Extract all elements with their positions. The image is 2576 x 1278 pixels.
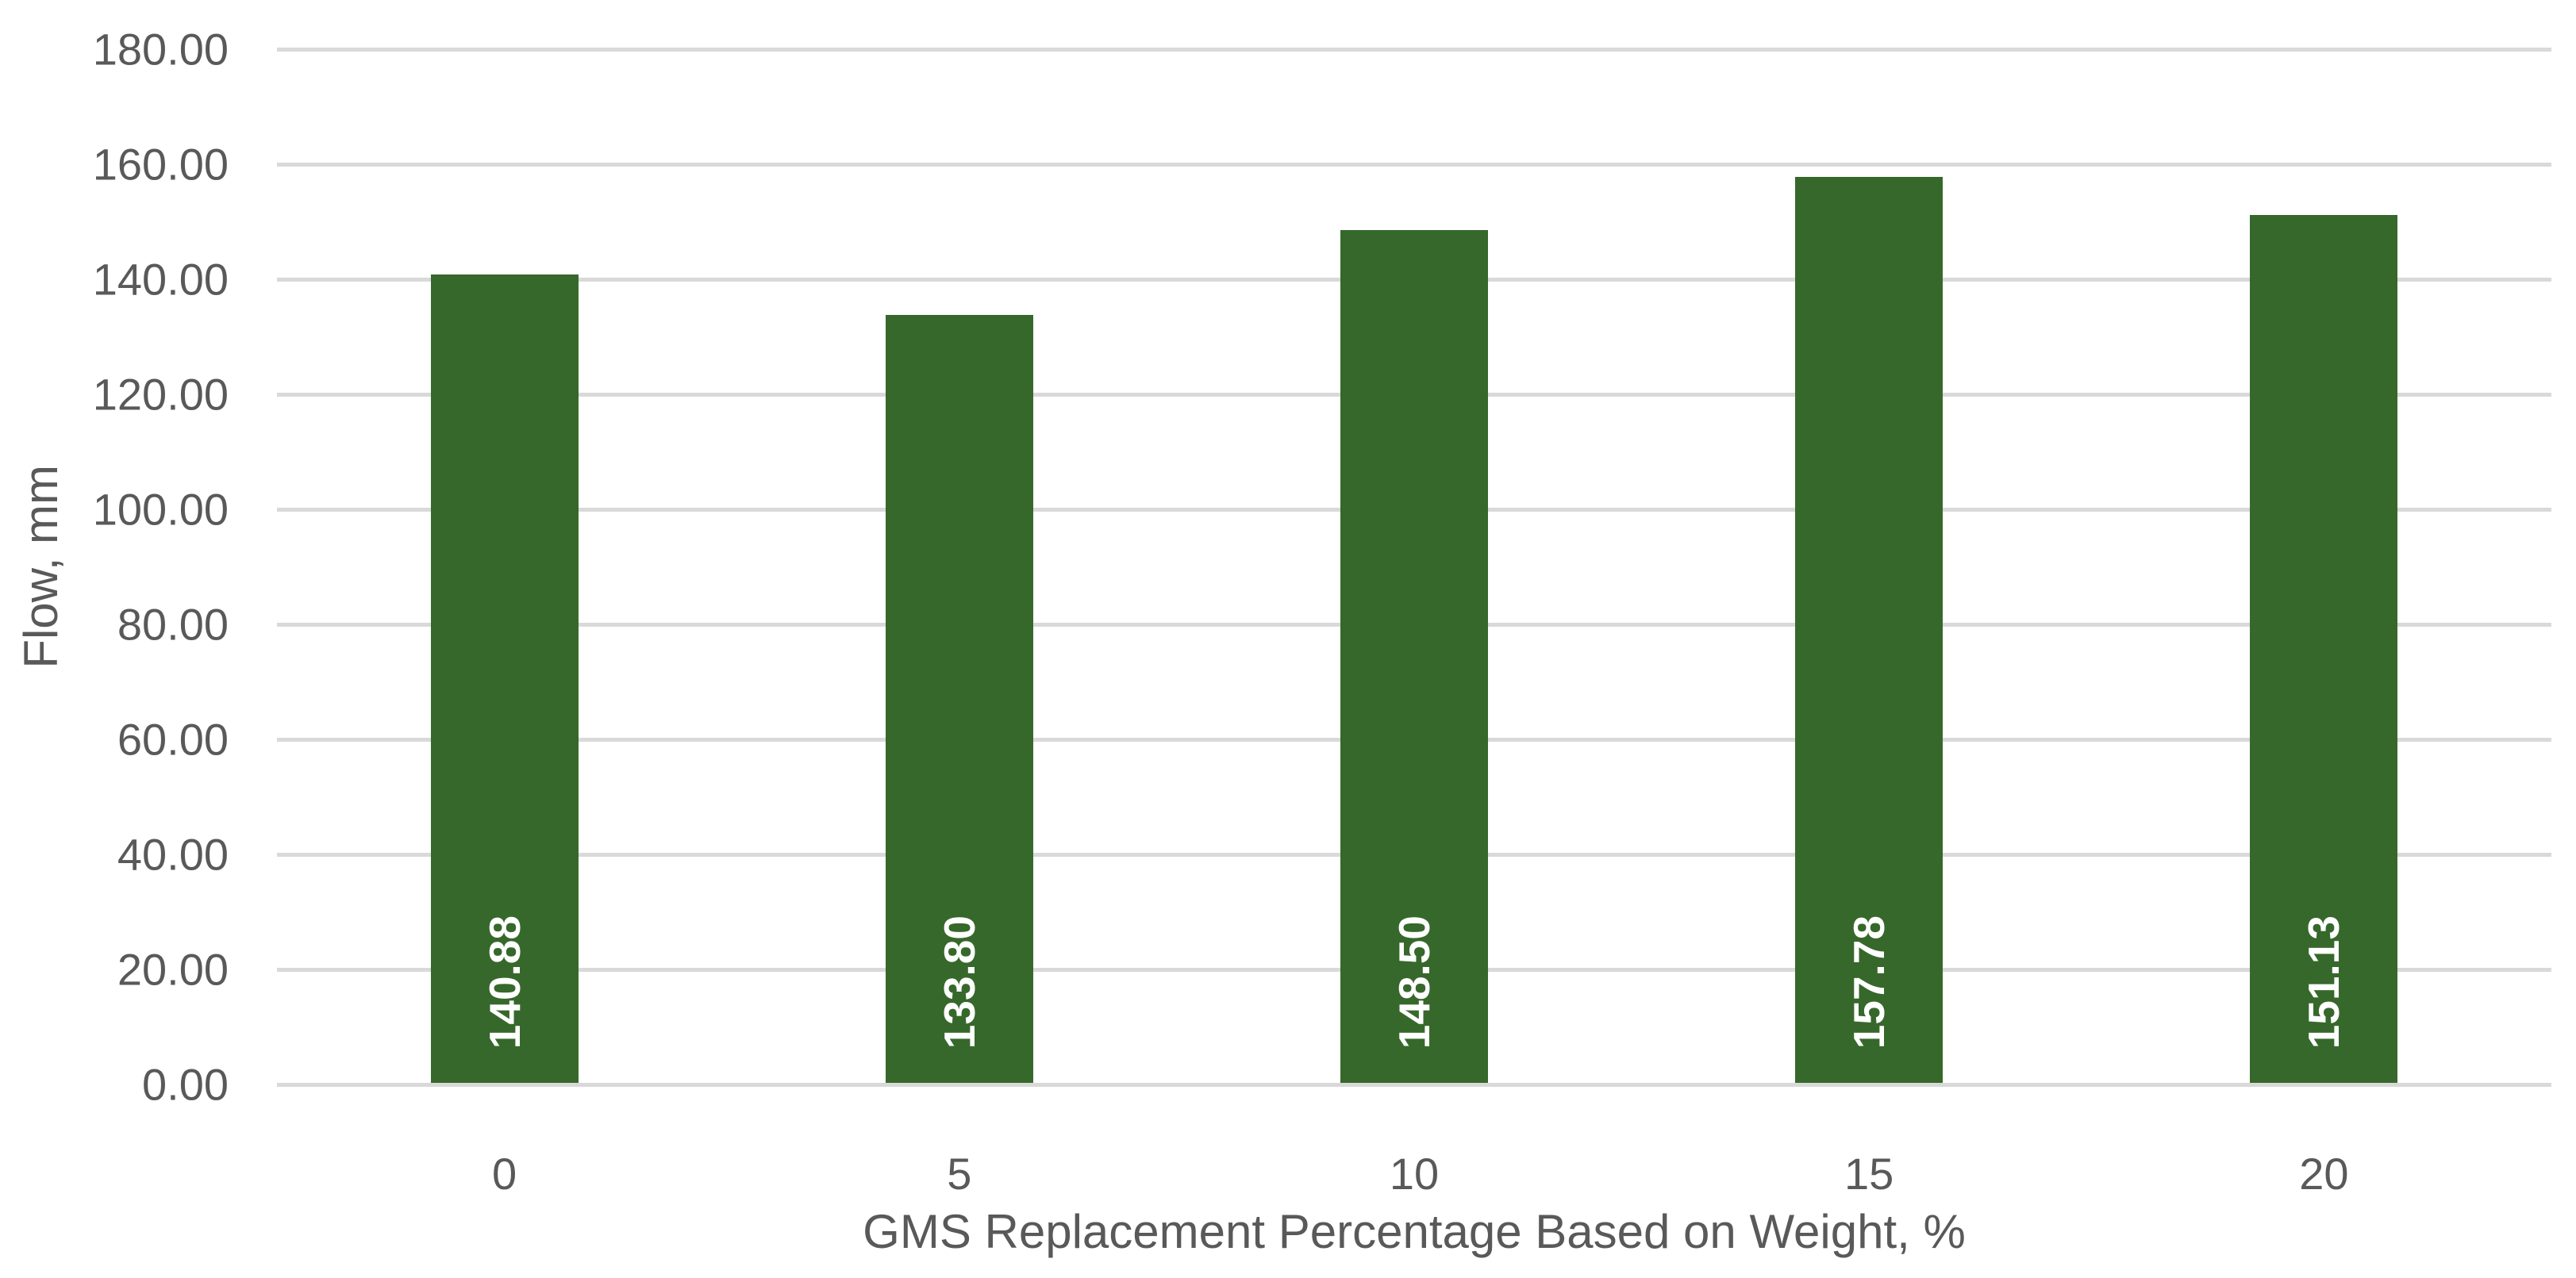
- y-axis-tick-label: 120.00: [92, 369, 229, 420]
- y-axis-tick-label: 0.00: [142, 1059, 229, 1110]
- gridline: [277, 163, 2551, 167]
- bar-20: 151.13: [2250, 215, 2398, 1084]
- x-axis-title: GMS Replacement Percentage Based on Weig…: [863, 1205, 1966, 1258]
- x-axis-tick-labels: 0 5 10 15 20: [277, 49, 2551, 1278]
- x-axis-tick-label: 0: [492, 1149, 517, 1199]
- y-axis-tick-labels: 0.00 20.00 40.00 60.00 80.00 100.00 120.00 140.…: [0, 25, 229, 1110]
- bar-15: 157.78: [1795, 177, 1944, 1084]
- x-axis-line: [277, 1083, 2551, 1087]
- gridline: [277, 48, 2551, 52]
- bar-10: 148.50: [1340, 230, 1488, 1084]
- y-axis-tick-label: 80.00: [117, 599, 229, 650]
- y-axis-tick-label: 160.00: [92, 139, 229, 190]
- plot-area: 140.88 133.80 148.50 157.78 151.13: [277, 48, 2551, 1084]
- x-axis-tick-label: 20: [2299, 1149, 2349, 1199]
- y-axis-tick-label: 40.00: [117, 829, 229, 880]
- bar-0: 140.88: [430, 274, 579, 1084]
- y-axis-tick-label: 140.00: [92, 254, 229, 305]
- bar-5: 133.80: [885, 314, 1033, 1084]
- y-axis-tick-label: 180.00: [92, 24, 229, 75]
- x-axis-tick-label: 5: [947, 1149, 972, 1199]
- x-axis-tick-label: 10: [1389, 1149, 1440, 1199]
- y-axis-tick-label: 100.00: [92, 484, 229, 535]
- y-axis-tick-label: 20.00: [117, 944, 229, 995]
- x-axis-tick-label: 15: [1844, 1149, 1894, 1199]
- y-axis-tick-label: 60.00: [117, 714, 229, 765]
